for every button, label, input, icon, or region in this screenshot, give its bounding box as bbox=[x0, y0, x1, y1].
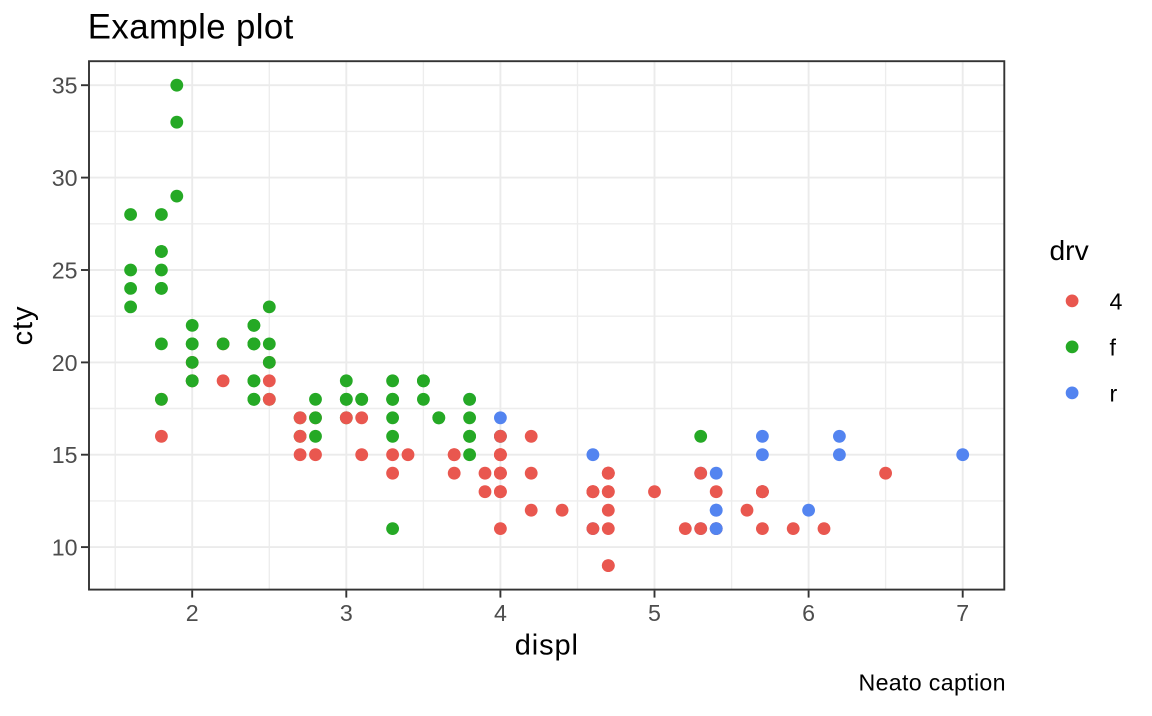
svg-text:cty: cty bbox=[7, 306, 39, 346]
svg-text:f: f bbox=[1110, 334, 1117, 360]
svg-text:5: 5 bbox=[648, 600, 661, 626]
svg-text:4: 4 bbox=[494, 600, 507, 626]
svg-text:15: 15 bbox=[52, 442, 78, 468]
svg-text:displ: displ bbox=[515, 630, 579, 662]
svg-text:3: 3 bbox=[340, 600, 353, 626]
svg-text:Example plot: Example plot bbox=[88, 8, 294, 47]
svg-text:Neato caption: Neato caption bbox=[859, 669, 1006, 695]
svg-text:10: 10 bbox=[52, 535, 78, 561]
svg-text:4: 4 bbox=[1110, 288, 1123, 314]
svg-text:7: 7 bbox=[956, 600, 969, 626]
svg-text:drv: drv bbox=[1050, 234, 1089, 266]
svg-text:2: 2 bbox=[186, 600, 199, 626]
svg-text:35: 35 bbox=[52, 73, 78, 99]
svg-text:20: 20 bbox=[52, 350, 78, 376]
svg-text:30: 30 bbox=[52, 165, 78, 191]
svg-text:r: r bbox=[1110, 380, 1118, 406]
svg-text:25: 25 bbox=[52, 257, 78, 283]
svg-text:6: 6 bbox=[802, 600, 815, 626]
